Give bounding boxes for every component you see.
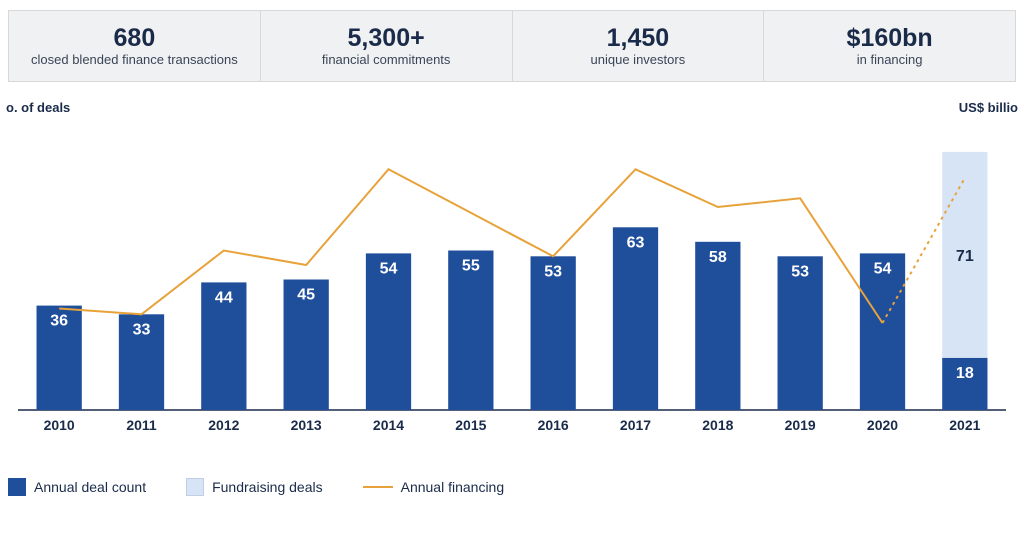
svg-text:53: 53 — [791, 263, 809, 280]
stat-label: closed blended finance transactions — [31, 52, 238, 67]
stat-financing: $160bn in financing — [764, 11, 1015, 81]
legend-label: Annual financing — [401, 479, 505, 495]
stat-value: 680 — [114, 25, 156, 53]
stat-label: financial commitments — [322, 52, 451, 67]
legend-swatch-deal — [8, 478, 26, 496]
svg-text:18: 18 — [956, 365, 974, 382]
stat-label: unique investors — [591, 52, 686, 67]
stat-commitments: 5,300+ financial commitments — [261, 11, 513, 81]
legend-swatch-financing — [363, 486, 393, 488]
svg-text:2020: 2020 — [867, 417, 898, 433]
svg-text:2010: 2010 — [44, 417, 75, 433]
legend-label: Fundraising deals — [212, 479, 323, 495]
svg-text:2011: 2011 — [126, 417, 157, 433]
stat-value: 5,300+ — [348, 25, 425, 53]
svg-text:54: 54 — [874, 260, 892, 277]
svg-text:2014: 2014 — [373, 417, 404, 433]
svg-text:54: 54 — [380, 260, 398, 277]
svg-text:45: 45 — [297, 287, 315, 304]
svg-text:2013: 2013 — [291, 417, 322, 433]
svg-text:2012: 2012 — [208, 417, 239, 433]
chart-area: o. of deals US$ billio 36 2010 33 2011 44 201… — [8, 100, 1016, 460]
svg-text:2017: 2017 — [620, 417, 651, 433]
stats-row: 680 closed blended finance transactions … — [8, 10, 1016, 82]
legend-fundraising: Fundraising deals — [186, 478, 323, 496]
svg-text:63: 63 — [627, 234, 645, 251]
legend-financing: Annual financing — [363, 479, 505, 495]
right-axis-label: US$ billio — [959, 100, 1018, 115]
legend: Annual deal count Fundraising deals Annu… — [8, 478, 1024, 496]
stat-investors: 1,450 unique investors — [513, 11, 765, 81]
svg-text:53: 53 — [544, 263, 562, 280]
stat-value: $160bn — [847, 25, 933, 53]
stat-transactions: 680 closed blended finance transactions — [9, 11, 261, 81]
svg-text:58: 58 — [709, 249, 727, 266]
legend-swatch-fundraising — [186, 478, 204, 496]
svg-text:2018: 2018 — [702, 417, 733, 433]
svg-text:2016: 2016 — [538, 417, 569, 433]
svg-text:55: 55 — [462, 258, 480, 275]
left-axis-label: o. of deals — [6, 100, 70, 115]
svg-text:2019: 2019 — [785, 417, 816, 433]
legend-label: Annual deal count — [34, 479, 146, 495]
svg-text:44: 44 — [215, 289, 233, 306]
svg-text:71: 71 — [956, 248, 974, 265]
svg-text:2021: 2021 — [949, 417, 980, 433]
svg-text:33: 33 — [133, 321, 151, 338]
svg-text:2015: 2015 — [455, 417, 486, 433]
legend-deal: Annual deal count — [8, 478, 146, 496]
stat-value: 1,450 — [607, 25, 670, 53]
svg-text:36: 36 — [50, 313, 68, 330]
stat-label: in financing — [857, 52, 923, 67]
chart-svg: 36 2010 33 2011 44 2012 45 2013 54 2014 55 2015 53 20… — [8, 100, 1016, 440]
